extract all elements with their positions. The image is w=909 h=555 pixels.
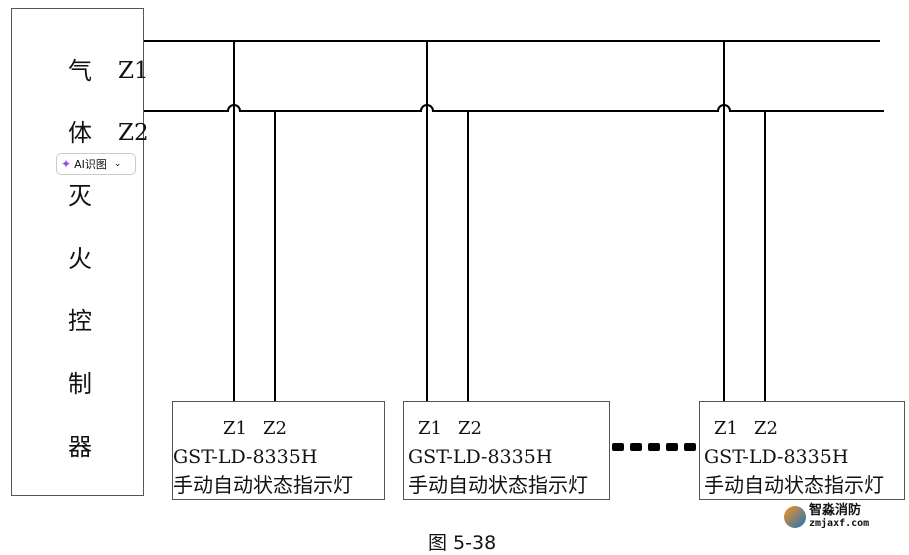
ellipsis-dash (648, 443, 660, 451)
indicator-device: Z1 Z2 GST-LD-8335H 手动自动状态指示灯 (403, 401, 610, 500)
device-model: GST-LD-8335H (408, 446, 553, 468)
device-z2-label: Z2 (458, 418, 482, 439)
device-z2-label: Z2 (263, 418, 287, 439)
z2-terminal-label: Z2 (118, 120, 149, 146)
controller-char: 器 (68, 433, 92, 461)
device-z1-label: Z1 (714, 418, 738, 439)
ai-recognize-button[interactable]: ✦ AI识图 ⌄ (56, 153, 136, 175)
ellipsis-dash (666, 443, 678, 451)
device-description: 手动自动状态指示灯 (173, 473, 353, 497)
watermark: 智淼消防 zmjaxf.com (784, 504, 869, 529)
device-z1-label: Z1 (418, 418, 442, 439)
device-z2-label: Z2 (754, 418, 778, 439)
watermark-name: 智淼消防 (809, 503, 862, 518)
controller-char: 灭 (68, 182, 92, 210)
indicator-device: Z1 Z2 GST-LD-8335H 手动自动状态指示灯 (699, 401, 905, 500)
chevron-down-icon: ⌄ (113, 159, 122, 169)
indicator-device: Z1 Z2 GST-LD-8335H 手动自动状态指示灯 (172, 401, 385, 500)
device-model: GST-LD-8335H (173, 446, 318, 468)
device-model: GST-LD-8335H (704, 446, 849, 468)
gas-extinguishing-controller: 气 体 灭 火 控 制 器 Z1 Z2 (11, 8, 149, 496)
z1-terminal-label: Z1 (118, 58, 149, 84)
controller-char: 控 (68, 307, 92, 335)
ellipsis-dash (630, 443, 642, 451)
controller-char: 气 (68, 57, 92, 85)
controller-char: 体 (68, 119, 92, 147)
ai-sparkle-icon: ✦ (61, 157, 72, 171)
device-description: 手动自动状态指示灯 (704, 473, 884, 497)
ai-recognize-label: AI识图 (74, 158, 107, 171)
controller-char: 制 (68, 370, 92, 398)
z2-bus-line (144, 104, 884, 112)
device-description: 手动自动状态指示灯 (408, 473, 588, 497)
controller-char: 火 (68, 245, 92, 273)
figure-caption: 图 5-38 (428, 532, 497, 554)
device-z1-label: Z1 (223, 418, 247, 439)
ellipsis-dash (684, 443, 696, 451)
ellipsis-dash (612, 443, 624, 451)
watermark-url: zmjaxf.com (809, 518, 870, 529)
watermark-logo-icon (784, 505, 806, 528)
